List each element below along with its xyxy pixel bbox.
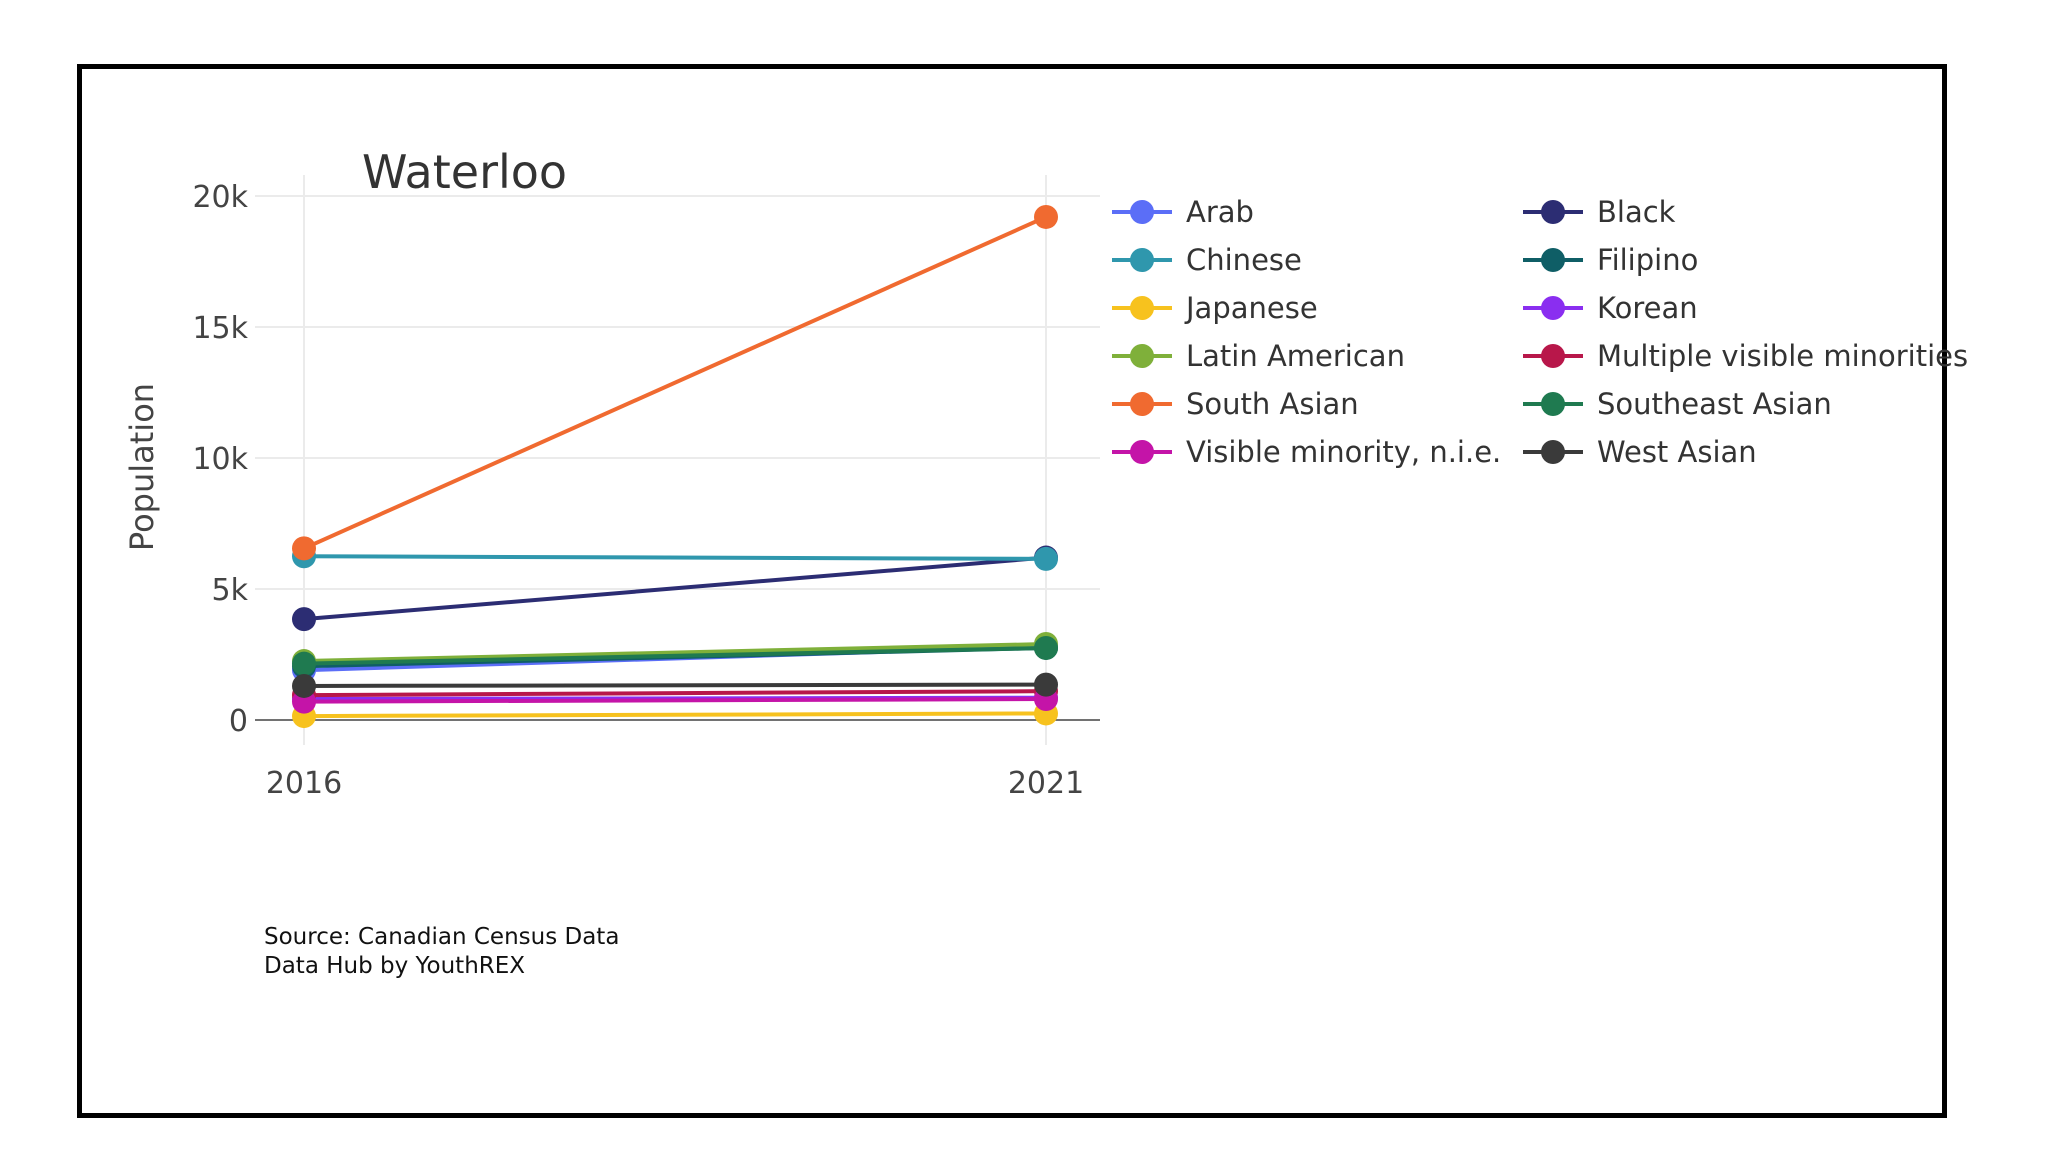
x-tick-labels: 2016 2021: [266, 766, 1084, 801]
data-point[interactable]: [1034, 204, 1058, 229]
legend-marker: [1541, 440, 1565, 464]
chart-frame: [77, 64, 1947, 1118]
x-tick-label: 2021: [1008, 766, 1084, 801]
legend-marker: [1130, 392, 1154, 416]
legend-item-visible-minority-n-i-e[interactable]: Visible minority, n.i.e.: [1112, 435, 1501, 469]
x-tick-label: 2016: [266, 766, 342, 801]
legend-item-black[interactable]: Black: [1523, 195, 1676, 229]
y-tick-label: 20k: [192, 180, 248, 215]
legend-label: Latin American: [1186, 339, 1405, 373]
series-line: [303, 642, 1047, 664]
data-point[interactable]: [292, 536, 316, 561]
legend-marker: [1130, 344, 1154, 368]
series-line: [303, 697, 1047, 704]
series-west-asian: [292, 672, 1058, 698]
legend-marker: [1130, 440, 1154, 464]
series-southeast-asian: [292, 635, 1058, 676]
legend-item-latin-american[interactable]: Latin American: [1112, 339, 1405, 373]
series-line: [303, 645, 1047, 666]
y-tick-label: 0: [229, 704, 248, 739]
y-tick-label: 15k: [192, 311, 248, 346]
legend-label: Filipino: [1597, 243, 1698, 277]
data-point[interactable]: [292, 673, 316, 698]
data-point[interactable]: [1034, 546, 1058, 571]
data-point[interactable]: [1034, 672, 1058, 697]
legend-marker: [1541, 392, 1565, 416]
legend-item-korean[interactable]: Korean: [1523, 291, 1698, 325]
legend-marker: [1541, 296, 1565, 320]
legend-marker: [1130, 248, 1154, 272]
series-line: [303, 689, 1047, 698]
legend: Arab Black Chinese Filipino Japanese Korean La…: [1112, 195, 1968, 469]
legend-marker: [1541, 248, 1565, 272]
legend-item-south-asian[interactable]: South Asian: [1112, 387, 1359, 421]
legend-label: Arab: [1186, 195, 1254, 229]
chart-title: Waterloo: [362, 145, 567, 199]
y-tick-label: 5k: [212, 573, 249, 608]
legend-marker: [1130, 296, 1154, 320]
series-line: [303, 682, 1047, 688]
legend-item-west-asian[interactable]: West Asian: [1523, 435, 1757, 469]
legend-item-chinese[interactable]: Chinese: [1112, 243, 1302, 277]
data-point[interactable]: [292, 607, 316, 632]
source-line-1: Source: Canadian Census Data: [264, 924, 619, 950]
legend-item-japanese[interactable]: Japanese: [1112, 291, 1318, 325]
legend-label: Multiple visible minorities: [1597, 339, 1968, 373]
series-south-asian: [292, 204, 1058, 561]
y-axis-label: Population: [123, 383, 161, 551]
legend-item-multiple-visible-minorities[interactable]: Multiple visible minorities: [1523, 339, 1968, 373]
legend-item-southeast-asian[interactable]: Southeast Asian: [1523, 387, 1832, 421]
legend-item-filipino[interactable]: Filipino: [1523, 243, 1698, 277]
series-line: [303, 215, 1047, 551]
data-point[interactable]: [1034, 635, 1058, 660]
series-japanese: [292, 701, 1058, 729]
legend-marker: [1541, 344, 1565, 368]
legend-label: Black: [1597, 195, 1676, 229]
series-line: [303, 554, 1047, 561]
legend-label: West Asian: [1597, 435, 1757, 469]
data-point[interactable]: [292, 651, 316, 676]
legend-label: Visible minority, n.i.e.: [1186, 435, 1501, 469]
legend-label: Korean: [1597, 291, 1698, 325]
legend-label: Southeast Asian: [1597, 387, 1832, 421]
y-tick-label: 10k: [192, 442, 248, 477]
legend-label: Chinese: [1186, 243, 1302, 277]
legend-marker: [1130, 200, 1154, 224]
series-line: [303, 711, 1047, 719]
legend-label: Japanese: [1184, 291, 1318, 325]
source-line-2: Data Hub by YouthREX: [264, 953, 525, 979]
legend-item-arab[interactable]: Arab: [1112, 195, 1254, 229]
series-lines: [292, 204, 1058, 729]
legend-marker: [1541, 200, 1565, 224]
y-tick-labels: 0 5k 10k 15k 20k: [192, 180, 248, 739]
series-line: [303, 555, 1047, 622]
legend-label: South Asian: [1186, 387, 1359, 421]
